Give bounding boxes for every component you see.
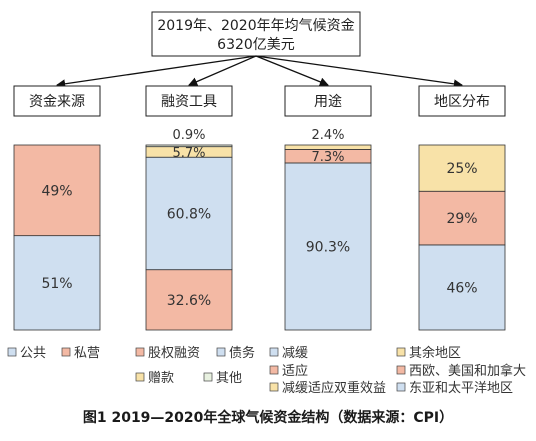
legend-label: 其他: [216, 371, 242, 386]
root-title-line2: 6320亿美元: [217, 37, 295, 53]
legend-label: 东亚和太平洋地区: [409, 381, 513, 396]
legend-label: 适应: [282, 363, 308, 379]
column-header-label: 地区分布: [434, 94, 490, 110]
data-label: 0.9%: [172, 128, 205, 143]
data-label: 5.7%: [172, 146, 205, 161]
legend-label: 其余地区: [409, 345, 461, 361]
column-header-box: [145, 85, 233, 117]
legend-swatch: [396, 382, 406, 392]
connector-arrow: [56, 55, 257, 89]
legend-label: 减缓适应双重效益: [282, 380, 386, 396]
column-header-box: [418, 85, 506, 117]
root-title-line1: 2019年、2020年年均气候资金: [157, 18, 354, 34]
legend-label: 股权融资: [148, 345, 200, 361]
data-label: 46%: [446, 280, 477, 296]
legend-swatch: [269, 365, 279, 375]
bar-segment: [13, 235, 101, 331]
legend-swatch: [61, 347, 71, 357]
bar-segment: [145, 269, 233, 331]
data-label: 51%: [41, 276, 72, 292]
bar-segment: [145, 144, 233, 148]
legend-swatch: [135, 347, 145, 357]
data-label: 60.8%: [167, 206, 211, 222]
bar-segment: [418, 244, 506, 331]
legend-swatch: [135, 372, 145, 382]
connector-arrow: [255, 55, 463, 89]
bar-segment: [284, 144, 372, 150]
connector-arrow: [188, 55, 257, 86]
column-header-label: 融资工具: [161, 94, 217, 110]
figure-caption: 图1 2019—2020年全球气候资金结构（数据来源：CPI）: [82, 410, 454, 426]
column-header-box: [13, 85, 101, 117]
root-box: [151, 11, 361, 57]
stacked-bars: 51% 49% 32.6% 60.8% 5.7% 0.9% 90.3% 7.3% 2.4% 46%…: [13, 128, 506, 331]
legend-label: 西欧、美国和加拿大: [409, 363, 526, 379]
bar-segment: [13, 144, 101, 237]
legend-swatch: [7, 347, 17, 357]
legend-label: 债务: [229, 345, 255, 361]
legend-swatch: [396, 365, 406, 375]
column-header-label: 资金来源: [29, 94, 85, 110]
bar-segment: [145, 156, 233, 271]
column-header-label: 用途: [314, 93, 342, 110]
legend-swatch: [396, 347, 406, 357]
legend-swatch: [269, 382, 279, 392]
tree-connectors: [56, 55, 463, 89]
data-label: 25%: [446, 161, 477, 177]
legend-label: 公共: [20, 346, 46, 361]
bar-segment: [418, 190, 506, 246]
data-label: 90.3%: [306, 239, 350, 255]
legend-swatch: [269, 347, 279, 357]
connector-arrow: [255, 55, 329, 87]
legend-label: 私营: [74, 346, 100, 361]
data-label: 29%: [446, 211, 477, 227]
legend-label: 减缓: [282, 346, 308, 361]
bar-segment: [284, 162, 372, 331]
legend-swatch: [216, 347, 226, 357]
data-label: 49%: [41, 183, 72, 199]
data-label: 32.6%: [167, 293, 211, 309]
column-header-box: [284, 85, 372, 117]
bar-segment: [418, 144, 506, 192]
legend-swatch: [203, 372, 213, 382]
data-label: 7.3%: [311, 150, 344, 165]
legend-label: 赠款: [148, 371, 174, 386]
column-headers: 资金来源 融资工具 用途 地区分布: [13, 85, 506, 117]
data-label: 2.4%: [311, 128, 344, 143]
